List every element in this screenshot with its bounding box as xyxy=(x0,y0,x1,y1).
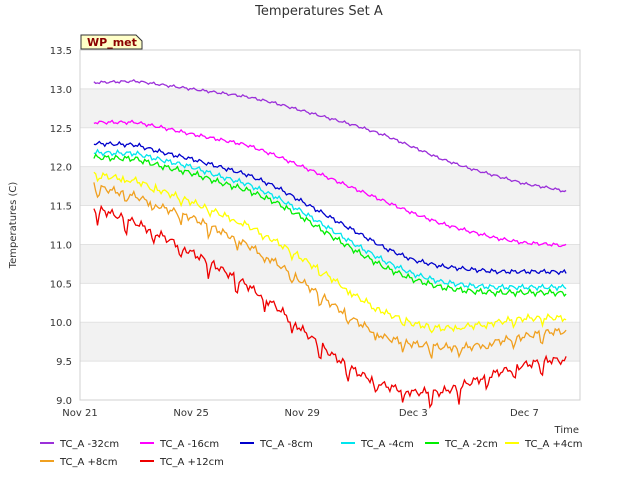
series-lines xyxy=(93,78,567,409)
series-line xyxy=(93,171,567,334)
y-tick-label: 12.0 xyxy=(50,163,72,174)
y-axis-ticks: 9.0 9.5 10.0 10.5 11.0 11.5 12.0 12.5 13.0 13.5 xyxy=(50,46,72,407)
legend-label: TC_A -16cm xyxy=(159,439,219,450)
legend: TC_A -32cm TC_A -16cm TC_A -8cm TC_A -4cm TC… xyxy=(40,439,583,468)
y-tick-label: 9.0 xyxy=(56,396,72,407)
y-tick-label: 10.0 xyxy=(50,318,72,329)
legend-label: TC_A -4cm xyxy=(360,439,414,450)
chart-title: Temperatures Set A xyxy=(254,4,383,19)
y-tick-label: 13.5 xyxy=(50,46,72,57)
legend-label: TC_A -2cm xyxy=(444,439,498,450)
series-line xyxy=(93,140,567,276)
station-badge: WP_met xyxy=(80,34,143,50)
grid-bands xyxy=(80,49,580,401)
y-tick-label: 12.5 xyxy=(50,124,72,135)
legend-label: TC_A -8cm xyxy=(259,439,313,450)
y-tick-label: 9.5 xyxy=(56,357,72,368)
x-axis-label: Time xyxy=(554,425,579,436)
badge-label: WP_met xyxy=(87,36,137,49)
grid-band xyxy=(80,166,580,206)
x-tick-label: Nov 21 xyxy=(62,408,97,419)
x-tick-label: Nov 25 xyxy=(173,408,208,419)
plot-area xyxy=(79,49,581,401)
x-axis-ticks: Nov 21 Nov 25 Nov 29 Dec 3 Dec 7 xyxy=(62,408,539,419)
series-line xyxy=(93,148,567,292)
legend-label: TC_A +12cm xyxy=(159,457,224,468)
y-tick-label: 11.0 xyxy=(50,240,72,251)
series-line xyxy=(93,119,567,248)
grid-band xyxy=(80,88,580,128)
legend-label: TC_A +4cm xyxy=(524,439,583,450)
legend-label: TC_A +8cm xyxy=(59,457,118,468)
x-tick-label: Dec 7 xyxy=(510,408,539,419)
y-axis-label: Temperatures (C) xyxy=(8,182,19,270)
legend-label: TC_A -32cm xyxy=(59,439,119,450)
series-line xyxy=(93,78,567,193)
y-tick-label: 10.5 xyxy=(50,279,72,290)
y-tick-label: 13.0 xyxy=(50,85,72,96)
series-line xyxy=(93,182,567,359)
x-tick-label: Nov 29 xyxy=(285,408,320,419)
y-tick-label: 11.5 xyxy=(50,202,72,213)
series-line xyxy=(93,204,567,409)
series-line xyxy=(93,153,567,298)
x-tick-label: Dec 3 xyxy=(399,408,428,419)
